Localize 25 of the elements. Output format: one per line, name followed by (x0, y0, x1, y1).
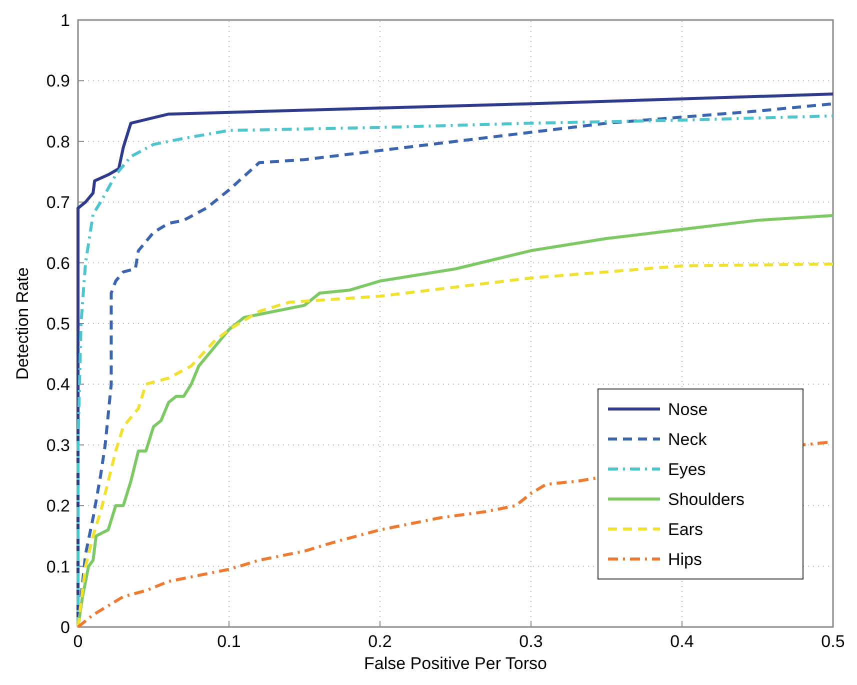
y-tick-label: 0.1 (46, 557, 70, 576)
x-tick-label: 0 (73, 632, 83, 651)
legend-label: Nose (668, 400, 708, 419)
legend-label: Ears (668, 520, 703, 539)
y-tick-label: 0.9 (46, 72, 70, 91)
y-tick-label: 0.5 (46, 314, 70, 334)
y-tick-label: 0.7 (46, 193, 70, 212)
y-axis-title: Detection Rate (13, 267, 32, 380)
y-tick-label: 0.6 (46, 254, 70, 273)
x-tick-label: 0.3 (519, 632, 543, 651)
x-tick-label: 0.2 (368, 632, 392, 651)
x-tick-label: 0.5 (821, 632, 845, 651)
x-tick-label: 0.1 (217, 632, 241, 651)
y-tick-label: 0.2 (46, 496, 70, 516)
y-tick-label: 0 (60, 618, 70, 637)
legend-label: Hips (668, 550, 702, 569)
legend-label: Shoulders (668, 490, 745, 509)
y-tick-label: 1 (60, 10, 70, 30)
legend-label: Neck (668, 430, 708, 449)
x-tick-label: 0.4 (670, 632, 694, 651)
x-axis-title: False Positive Per Torso (364, 654, 547, 673)
y-tick-label: 0.3 (46, 436, 70, 455)
y-tick-label: 0.8 (46, 132, 70, 152)
y-tick-label: 0.4 (46, 375, 70, 394)
legend-label: Eyes (668, 460, 706, 479)
